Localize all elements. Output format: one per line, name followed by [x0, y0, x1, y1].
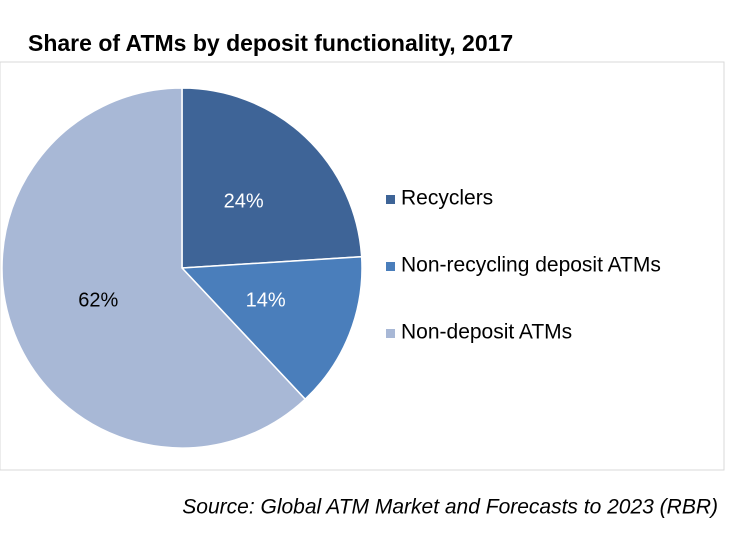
legend-label: Non-recycling deposit ATMs	[401, 254, 661, 277]
chart-title: Share of ATMs by deposit functionality, …	[28, 30, 513, 56]
pie-slice	[181, 87, 363, 269]
legend-swatch	[386, 262, 395, 271]
pie-slice	[180, 255, 363, 401]
data-label: 62%	[78, 289, 118, 311]
legend-label: Non-deposit ATMs	[401, 321, 572, 344]
data-label: 24%	[224, 191, 264, 213]
pie-slice	[1, 87, 307, 449]
data-label: 14%	[246, 289, 286, 311]
source-note: Source: Global ATM Market and Forecasts …	[182, 496, 718, 519]
legend-swatch	[386, 329, 395, 338]
legend-swatch	[386, 195, 395, 204]
legend-label: Recyclers	[401, 187, 493, 210]
